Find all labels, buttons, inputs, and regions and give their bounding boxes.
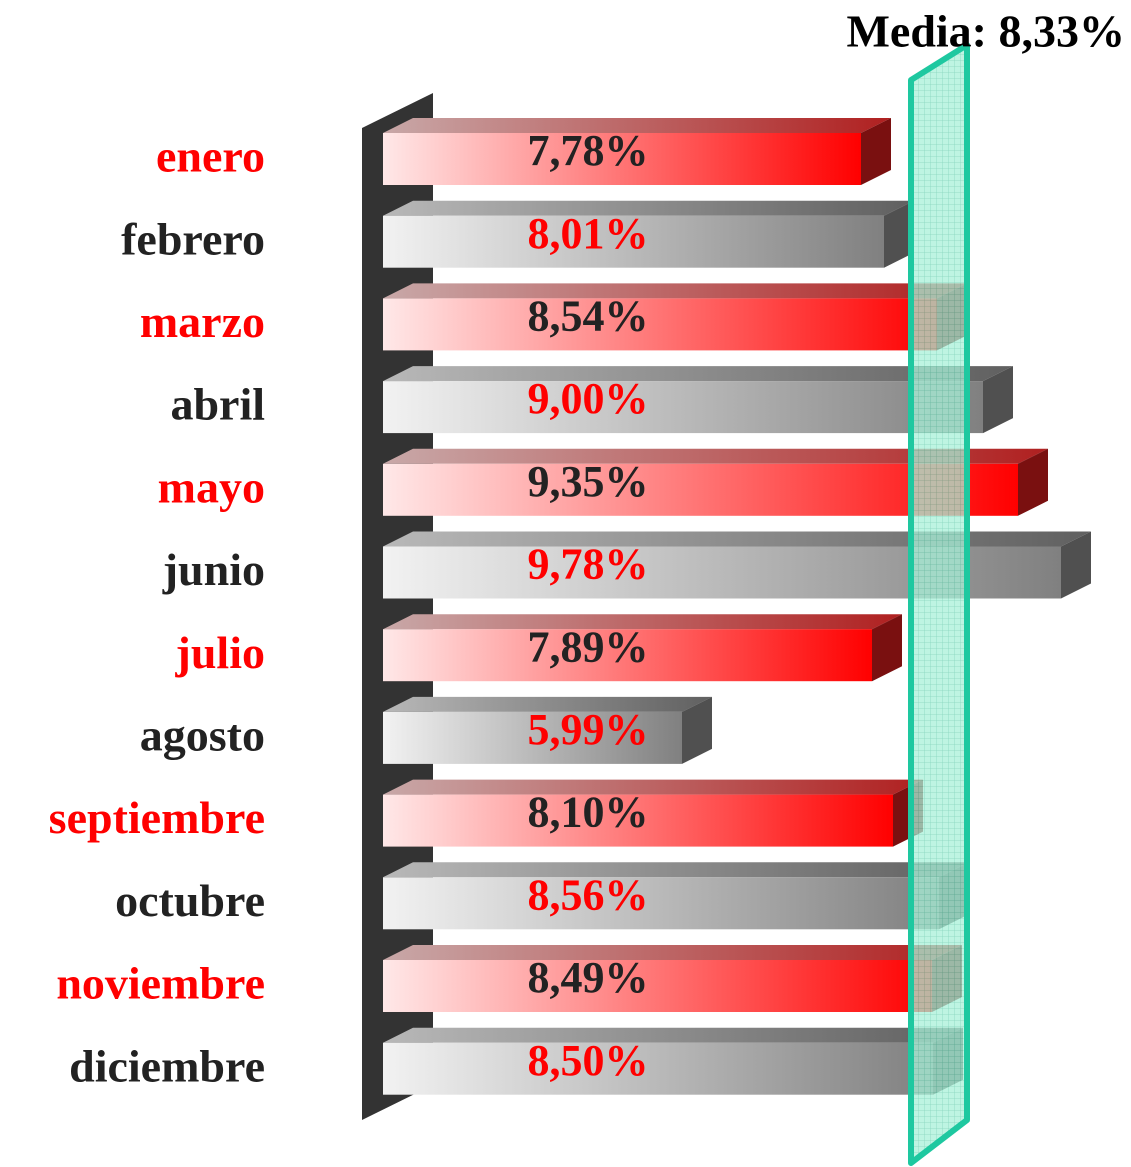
category-label: julio xyxy=(175,627,265,678)
bar xyxy=(383,531,1091,599)
bar-top xyxy=(383,118,891,133)
category-label: octubre xyxy=(115,875,265,926)
value-label: 9,00% xyxy=(528,374,649,423)
category-label: febrero xyxy=(121,213,265,264)
bar-front xyxy=(383,629,872,682)
bar-side xyxy=(1018,448,1048,516)
bar-side xyxy=(872,614,902,682)
bar xyxy=(383,283,967,351)
bar-side xyxy=(682,696,712,764)
value-label: 9,78% xyxy=(528,540,649,589)
category-label: junio xyxy=(162,544,265,595)
bar-front xyxy=(383,298,937,351)
category-label: septiembre xyxy=(49,792,265,843)
bar xyxy=(383,118,891,185)
bar xyxy=(383,862,969,930)
category-label: enero xyxy=(156,131,265,182)
bar-top xyxy=(383,366,1013,382)
bar xyxy=(383,614,902,682)
bar-top xyxy=(383,531,1091,547)
bar-side xyxy=(983,366,1013,434)
bar xyxy=(383,696,712,764)
bar-top xyxy=(383,862,969,878)
bar xyxy=(383,200,914,268)
value-label: 8,10% xyxy=(528,788,649,837)
bar-side xyxy=(861,118,891,185)
bar xyxy=(383,1027,963,1095)
bar-top xyxy=(383,1027,963,1043)
bar-top xyxy=(383,448,1048,464)
value-label: 8,54% xyxy=(528,291,649,340)
category-label: abril xyxy=(170,379,265,430)
value-label: 8,01% xyxy=(528,209,649,258)
bar-top xyxy=(383,614,902,630)
bar-front xyxy=(383,711,682,764)
mean-plane xyxy=(908,42,970,1166)
value-label: 8,50% xyxy=(528,1036,649,1085)
value-label: 9,35% xyxy=(528,457,649,506)
value-label: 5,99% xyxy=(528,705,649,754)
bar-front xyxy=(383,794,893,847)
bar-side xyxy=(884,200,914,268)
bar xyxy=(383,945,962,1012)
bar-top xyxy=(383,779,923,795)
bar-front xyxy=(383,1042,933,1095)
category-label: marzo xyxy=(140,296,265,347)
category-label: noviembre xyxy=(56,958,265,1009)
bar-top xyxy=(383,696,712,712)
category-label: mayo xyxy=(158,461,265,512)
bar-side xyxy=(1061,531,1091,599)
bar-front xyxy=(383,877,939,930)
bar-front xyxy=(383,133,861,185)
value-label: 7,78% xyxy=(528,126,649,175)
category-label: agosto xyxy=(140,709,265,760)
mean-annotation: Media: 8,33% xyxy=(846,6,1125,57)
bar-front xyxy=(383,960,932,1012)
bar-front xyxy=(383,381,983,434)
bar xyxy=(383,779,923,847)
bar-front xyxy=(383,215,884,268)
value-label: 8,56% xyxy=(528,870,649,919)
category-label: diciembre xyxy=(69,1040,265,1091)
bar-top xyxy=(383,945,962,960)
bar-top xyxy=(383,283,967,299)
value-label: 7,89% xyxy=(528,622,649,671)
value-label: 8,49% xyxy=(528,953,649,1002)
bar-top xyxy=(383,200,914,216)
bar xyxy=(383,366,1013,434)
